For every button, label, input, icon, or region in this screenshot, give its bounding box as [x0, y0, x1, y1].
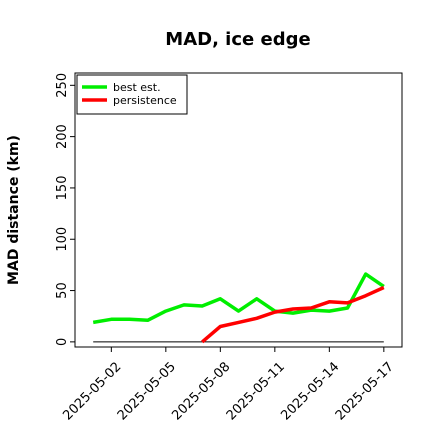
series-line-best-est: [92, 272, 385, 325]
plot-area: [74, 72, 403, 348]
legend-label: best est.: [113, 81, 161, 94]
y-tick-label: 200: [55, 124, 70, 149]
chart-title: MAD, ice edge: [165, 29, 310, 50]
y-axis: 0 50 100 150 200 250: [55, 73, 75, 346]
y-tick-label: 0: [55, 338, 70, 346]
y-tick-label: 100: [55, 227, 70, 252]
y-axis-label: MAD distance (km): [6, 135, 22, 285]
x-tick-label: 2025-05-17: [333, 359, 397, 423]
series-layer: [92, 272, 385, 344]
x-axis: 2025-05-022025-05-052025-05-082025-05-11…: [60, 347, 397, 423]
y-tick-label: 50: [55, 282, 70, 299]
legend-box: [76, 74, 188, 115]
series-line-persistence: [201, 285, 385, 344]
y-tick-label: 250: [55, 73, 70, 98]
legend: best est.persistence: [76, 74, 188, 115]
plot-frame: [74, 72, 403, 348]
y-tick-label: 150: [55, 176, 70, 201]
legend-label: persistence: [113, 94, 177, 107]
